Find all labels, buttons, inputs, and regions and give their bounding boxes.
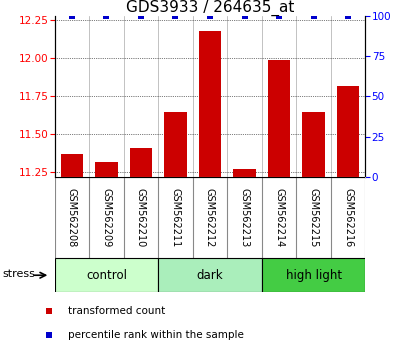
Bar (164, 112, 186, 177)
Bar (302, 112, 325, 177)
Bar (55, 258, 158, 292)
Bar (130, 148, 152, 177)
Text: high light: high light (286, 269, 341, 282)
Bar (158, 258, 262, 292)
Bar (268, 60, 290, 177)
Bar (233, 170, 256, 177)
Text: GSM562213: GSM562213 (239, 188, 249, 247)
Text: GSM562214: GSM562214 (274, 188, 284, 247)
Text: GSM562211: GSM562211 (171, 188, 181, 247)
Bar (337, 86, 360, 177)
Text: GSM562210: GSM562210 (136, 188, 146, 247)
Bar (199, 31, 221, 177)
Text: GSM562215: GSM562215 (309, 188, 319, 247)
Text: GSM562208: GSM562208 (67, 188, 77, 247)
Text: percentile rank within the sample: percentile rank within the sample (68, 330, 244, 340)
Text: stress: stress (3, 269, 36, 279)
Text: GSM562209: GSM562209 (101, 188, 111, 247)
Text: GSM562212: GSM562212 (205, 188, 215, 247)
Bar (95, 162, 118, 177)
Text: transformed count: transformed count (68, 306, 165, 316)
Title: GDS3933 / 264635_at: GDS3933 / 264635_at (126, 0, 294, 16)
Text: dark: dark (197, 269, 223, 282)
Bar (60, 154, 83, 177)
Bar (262, 258, 365, 292)
Text: GSM562216: GSM562216 (343, 188, 353, 247)
Text: control: control (86, 269, 127, 282)
